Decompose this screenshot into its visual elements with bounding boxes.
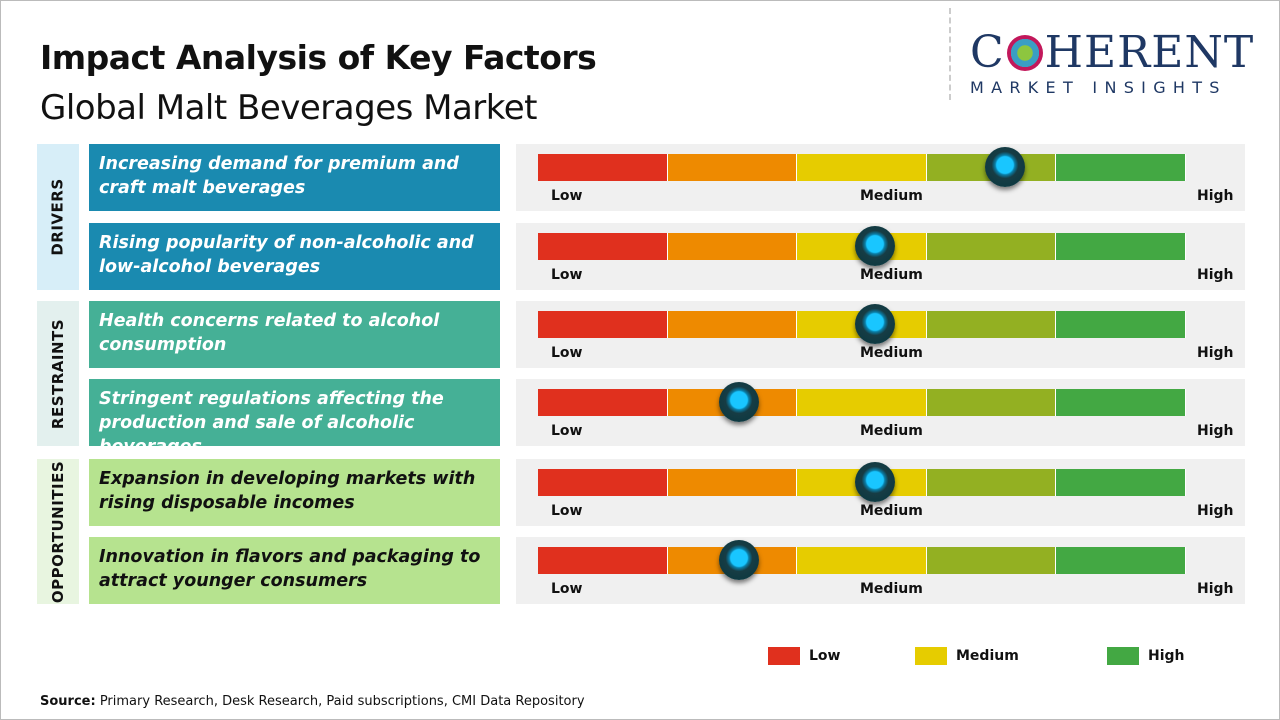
- legend-item-low: Low: [768, 647, 840, 665]
- gauge-segment: [1056, 469, 1186, 496]
- gauge-segment: [926, 233, 1057, 260]
- gauge-segment: [797, 154, 927, 181]
- scale-label-high: High: [1197, 503, 1234, 519]
- gauge-bar: [538, 226, 1186, 266]
- scale-label-high: High: [1197, 345, 1234, 361]
- gauge-segment: [667, 469, 798, 496]
- gauge-segment: [1056, 154, 1186, 181]
- impact-gauge: Low Medium High: [516, 144, 1245, 211]
- legend-item-high: High: [1107, 647, 1185, 665]
- gauge-bar: [538, 304, 1186, 344]
- category-text: RESTRAINTS: [49, 318, 68, 429]
- gauge-segment: [1056, 311, 1186, 338]
- logo: C HERENT MARKET INSIGHTS: [970, 27, 1260, 98]
- gauge-segment: [797, 389, 927, 416]
- gauge-bar: [538, 462, 1186, 502]
- scale-label-high: High: [1197, 267, 1234, 283]
- impact-marker: [718, 540, 759, 580]
- scale-label-low: Low: [551, 267, 583, 283]
- gauge-bar: [538, 147, 1186, 187]
- gauge-segment: [538, 469, 668, 496]
- scale-label-medium: Medium: [860, 503, 923, 519]
- impact-marker: [718, 382, 759, 422]
- impact-marker: [854, 304, 895, 344]
- impact-marker: [854, 226, 895, 266]
- scale-label-medium: Medium: [860, 423, 923, 439]
- impact-gauge: Low Medium High: [516, 379, 1245, 446]
- legend-swatch: [768, 647, 800, 665]
- factor-label: Expansion in developing markets with ris…: [89, 459, 500, 526]
- legend-item-medium: Medium: [915, 647, 1019, 665]
- gauge-segment: [1056, 389, 1186, 416]
- scale-label-medium: Medium: [860, 345, 923, 361]
- factor-label: Health concerns related to alcohol consu…: [89, 301, 500, 368]
- gauge-bar: [538, 382, 1186, 422]
- category-label-restraints: RESTRAINTS: [37, 301, 79, 446]
- gauge-segment: [667, 311, 798, 338]
- impact-gauge: Low Medium High: [516, 223, 1245, 290]
- gauge-segment: [667, 233, 798, 260]
- gauge-segment: [538, 547, 668, 574]
- gauge-segment: [538, 389, 668, 416]
- scale-label-low: Low: [551, 581, 583, 597]
- scale-label-high: High: [1197, 581, 1234, 597]
- legend-label: Low: [809, 648, 841, 664]
- legend-label: High: [1148, 648, 1185, 664]
- impact-marker: [854, 462, 895, 502]
- factor-label: Stringent regulations affecting the prod…: [89, 379, 500, 457]
- factor-label: Innovation in flavors and packaging to a…: [89, 537, 500, 604]
- impact-marker: [984, 147, 1025, 187]
- legend-swatch: [1107, 647, 1139, 665]
- legend-swatch: [915, 647, 947, 665]
- scale-label-medium: Medium: [860, 267, 923, 283]
- category-text: DRIVERS: [49, 178, 68, 256]
- scale-label-low: Low: [551, 345, 583, 361]
- category-text: OPPORTUNITIES: [49, 460, 67, 603]
- gauge-segment: [926, 547, 1057, 574]
- globe-icon: [1006, 35, 1043, 71]
- gauge-segment: [926, 311, 1057, 338]
- legend-label: Medium: [956, 648, 1019, 664]
- factor-label: Rising popularity of non-alcoholic and l…: [89, 223, 500, 290]
- page-title: Impact Analysis of Key Factors: [40, 38, 597, 77]
- gauge-segment: [926, 469, 1057, 496]
- impact-gauge: Low Medium High: [516, 459, 1245, 526]
- category-label-opportunities: OPPORTUNITIES: [37, 459, 79, 604]
- source-note: Source: Primary Research, Desk Research,…: [40, 694, 585, 709]
- factor-label: Increasing demand for premium and craft …: [89, 144, 500, 211]
- gauge-segment: [538, 154, 668, 181]
- gauge-segment: [538, 233, 668, 260]
- category-label-drivers: DRIVERS: [37, 144, 79, 290]
- source-label: Source:: [40, 694, 96, 709]
- scale-label-high: High: [1197, 423, 1234, 439]
- gauge-segment: [538, 311, 668, 338]
- page-subtitle: Global Malt Beverages Market: [40, 88, 538, 128]
- scale-label-medium: Medium: [860, 581, 923, 597]
- gauge-segment: [667, 154, 798, 181]
- logo-tagline: MARKET INSIGHTS: [970, 78, 1227, 97]
- scale-label-medium: Medium: [860, 188, 923, 204]
- logo-wordmark: C HERENT: [970, 27, 1255, 78]
- source-text: Primary Research, Desk Research, Paid su…: [95, 694, 585, 709]
- gauge-segment: [1056, 547, 1186, 574]
- scale-label-low: Low: [551, 423, 583, 439]
- scale-label-high: High: [1197, 188, 1234, 204]
- impact-gauge: Low Medium High: [516, 301, 1245, 368]
- scale-label-low: Low: [551, 503, 583, 519]
- gauge-bar: [538, 540, 1186, 580]
- scale-label-low: Low: [551, 188, 583, 204]
- impact-gauge: Low Medium High: [516, 537, 1245, 604]
- gauge-segment: [926, 389, 1057, 416]
- divider: [949, 8, 951, 100]
- gauge-segment: [1056, 233, 1186, 260]
- gauge-segment: [797, 547, 927, 574]
